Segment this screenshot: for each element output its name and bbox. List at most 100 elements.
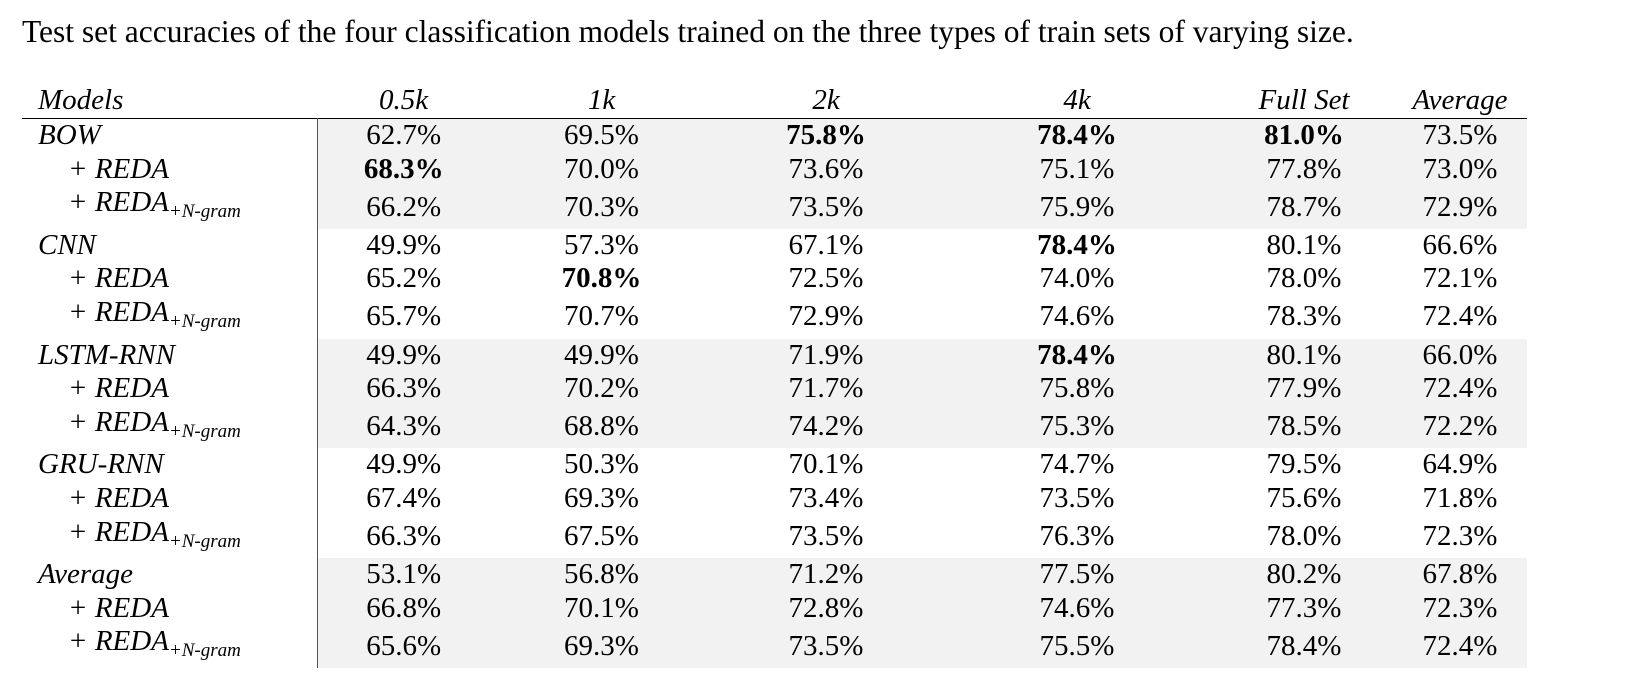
- accuracy-cell: 64.9%: [1422, 448, 1498, 481]
- accuracy-cell: 78.4%: [939, 118, 1215, 153]
- accuracy-cell: 77.8%: [1215, 152, 1393, 187]
- accuracy-cell: 73.4%: [788, 481, 864, 514]
- model-label-cell: + REDA+N-gram: [22, 515, 318, 559]
- model-label: BOW: [38, 119, 101, 151]
- accuracy-cell: 72.5%: [788, 262, 864, 295]
- accuracy-cell: 76.3%: [1039, 520, 1115, 553]
- accuracy-cell: 74.7%: [1039, 448, 1115, 481]
- accuracy-cell: 77.5%: [939, 558, 1215, 592]
- column-header-full-set: Full Set: [1258, 84, 1350, 117]
- table-row: BOW 62.7% 69.5% 75.8% 78.4% 81.0% 73.5%: [22, 118, 1527, 153]
- accuracy-cell: 68.3%: [317, 152, 490, 187]
- accuracy-cell: 75.1%: [939, 152, 1215, 187]
- model-label-subscript: +N-gram: [168, 530, 241, 552]
- table-row: + REDA+N-gram 66.2% 70.3% 73.5% 75.9% 78.7% 72…: [22, 186, 1527, 229]
- model-label-cell: + REDA: [22, 372, 318, 406]
- model-label-cell: + REDA: [22, 591, 318, 626]
- accuracy-cell: 72.1%: [1422, 262, 1498, 295]
- column-header-models: Models: [38, 84, 124, 117]
- accuracy-cell: 71.9%: [713, 338, 939, 373]
- accuracy-cell: 70.7%: [564, 300, 639, 333]
- accuracy-cell: 73.0%: [1393, 152, 1527, 187]
- accuracy-cell: 70.3%: [490, 186, 713, 229]
- table-header-row: Models 0.5k 1k 2k 4k Full Set Average: [22, 84, 1527, 119]
- accuracy-cell: 65.6%: [317, 625, 490, 668]
- column-header-average: Average: [1412, 84, 1508, 117]
- table-row: + REDA+N-gram 66.3% 67.5% 73.5% 76.3% 78.0% 72…: [22, 515, 1527, 559]
- accuracy-cell: 75.6%: [1266, 481, 1342, 514]
- accuracy-cell: 73.5%: [788, 520, 864, 553]
- accuracy-cell: 70.1%: [490, 591, 713, 626]
- model-label-cell: + REDA+N-gram: [22, 295, 318, 339]
- accuracy-cell: 72.8%: [713, 591, 939, 626]
- accuracy-cell: 66.8%: [317, 591, 490, 626]
- table-row: + REDA+N-gram 65.7% 70.7% 72.9% 74.6% 78.3% 72…: [22, 295, 1527, 339]
- accuracy-cell: 79.5%: [1266, 448, 1342, 481]
- model-label-cell: + REDA: [22, 152, 318, 187]
- accuracy-cell: 49.9%: [366, 228, 442, 261]
- accuracy-cell: 78.3%: [1266, 300, 1342, 333]
- accuracy-cell: 72.4%: [1393, 625, 1527, 668]
- accuracy-cell: 75.8%: [939, 372, 1215, 406]
- model-label-cell: BOW: [22, 118, 318, 153]
- column-header-4k: 4k: [1063, 84, 1091, 117]
- accuracy-cell: 62.7%: [317, 118, 490, 153]
- model-label: + REDA: [68, 591, 169, 624]
- table-row: + REDA 66.3% 70.2% 71.7% 75.8% 77.9% 72.4%: [22, 372, 1527, 406]
- accuracy-cell: 80.1%: [1266, 228, 1342, 261]
- accuracy-cell: 75.5%: [939, 625, 1215, 668]
- accuracy-cell: 70.0%: [490, 152, 713, 187]
- accuracy-cell: 72.3%: [1393, 591, 1527, 626]
- model-label-subscript: +N-gram: [168, 640, 241, 662]
- accuracy-cell: 73.5%: [713, 186, 939, 229]
- model-label-subscript: +N-gram: [168, 420, 241, 442]
- accuracy-cell: 67.5%: [564, 520, 639, 553]
- table-row: LSTM-RNN 49.9% 49.9% 71.9% 78.4% 80.1% 66.0%: [22, 338, 1527, 373]
- accuracy-cell: 67.8%: [1393, 558, 1527, 592]
- results-table: Models 0.5k 1k 2k 4k Full Set Average BO…: [22, 84, 1527, 668]
- model-label: + REDA: [68, 262, 169, 295]
- table-row: + REDA 66.8% 70.1% 72.8% 74.6% 77.3% 72.3%: [22, 591, 1527, 626]
- column-header-2k: 2k: [812, 84, 840, 117]
- accuracy-cell: 72.3%: [1422, 520, 1498, 553]
- accuracy-cell: 75.8%: [713, 118, 939, 153]
- table-row: + REDA+N-gram 64.3% 68.8% 74.2% 75.3% 78.5% 72…: [22, 405, 1527, 449]
- model-label-cell: + REDA+N-gram: [22, 186, 318, 229]
- column-header-1k: 1k: [587, 84, 616, 117]
- accuracy-cell: 72.2%: [1393, 405, 1527, 449]
- accuracy-cell: 74.6%: [1039, 300, 1115, 333]
- accuracy-cell: 78.0%: [1266, 262, 1342, 295]
- accuracy-cell: 65.2%: [366, 262, 442, 295]
- model-label-cell: + REDA+N-gram: [22, 625, 318, 668]
- model-label-cell: + REDA: [22, 481, 318, 516]
- table-row: + REDA+N-gram 65.6% 69.3% 73.5% 75.5% 78.4% 72…: [22, 625, 1527, 668]
- accuracy-cell: 75.9%: [939, 186, 1215, 229]
- accuracy-cell: 66.3%: [366, 520, 442, 553]
- accuracy-cell: 73.5%: [1393, 118, 1527, 153]
- table-row: + REDA 68.3% 70.0% 73.6% 75.1% 77.8% 73.0%: [22, 152, 1527, 187]
- accuracy-cell: 74.6%: [939, 591, 1215, 626]
- table-row: + REDA 67.4% 69.3% 73.4% 73.5% 75.6% 71.8%: [22, 481, 1527, 516]
- accuracy-cell: 72.9%: [1393, 186, 1527, 229]
- accuracy-cell: 71.2%: [713, 558, 939, 592]
- model-label: + REDA: [68, 295, 169, 328]
- accuracy-cell: 67.4%: [366, 481, 442, 514]
- table-row: + REDA 65.2% 70.8% 72.5% 74.0% 78.0% 72.1%: [22, 262, 1527, 296]
- accuracy-cell: 75.3%: [939, 405, 1215, 449]
- accuracy-cell: 68.8%: [490, 405, 713, 449]
- model-label: + REDA: [68, 405, 169, 438]
- model-label: LSTM-RNN: [38, 338, 175, 371]
- accuracy-cell: 80.1%: [1215, 338, 1393, 373]
- accuracy-cell: 50.3%: [564, 448, 639, 481]
- accuracy-cell: 66.0%: [1393, 338, 1527, 373]
- accuracy-cell: 49.9%: [490, 338, 713, 373]
- model-label-subscript: +N-gram: [168, 310, 241, 332]
- model-label: GRU-RNN: [38, 448, 164, 481]
- accuracy-cell: 53.1%: [317, 558, 490, 592]
- model-label-cell: LSTM-RNN: [22, 338, 318, 373]
- model-label-cell: GRU-RNN: [22, 448, 318, 482]
- accuracy-cell: 77.3%: [1215, 591, 1393, 626]
- accuracy-cell: 72.4%: [1393, 372, 1527, 406]
- accuracy-cell: 78.4%: [1037, 228, 1117, 261]
- accuracy-cell: 78.7%: [1215, 186, 1393, 229]
